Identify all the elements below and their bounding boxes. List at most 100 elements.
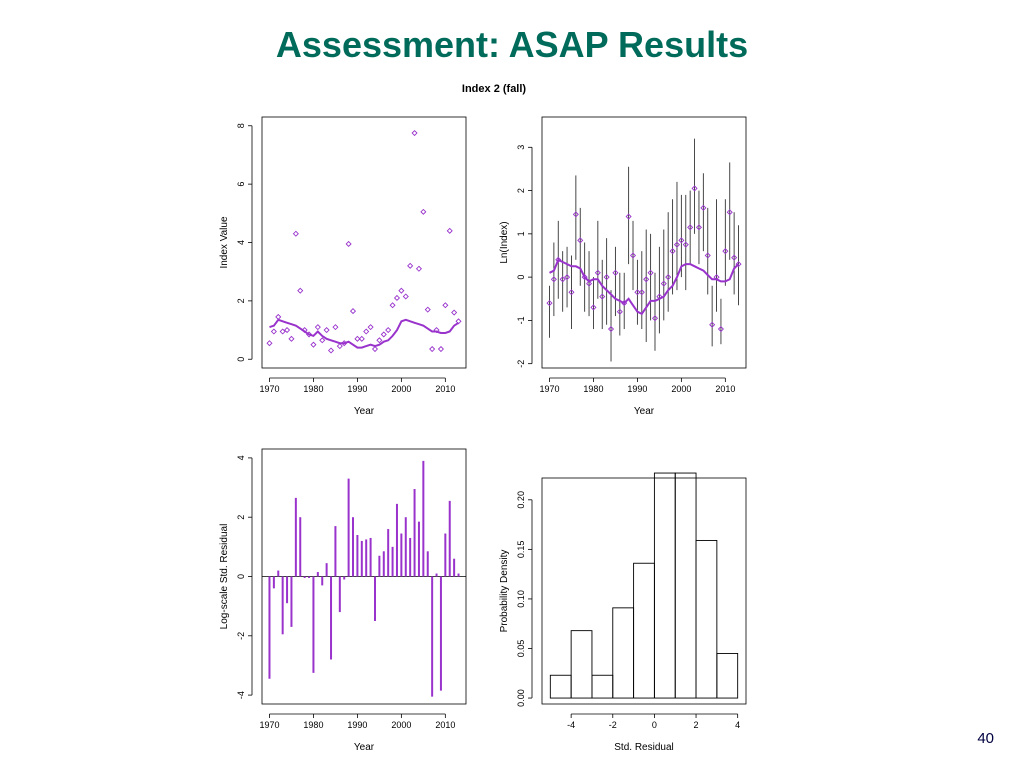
x-tick-label: -4 [567,720,575,730]
observed-point [393,294,401,301]
observed-point [354,335,361,342]
histogram-bar [549,674,572,699]
x-tick-label: 2000 [391,384,411,394]
x-tick-label: 2010 [435,720,455,730]
x-tick-label: 2010 [715,384,735,394]
x-axis-title: Year [354,406,375,417]
observed-point [336,343,343,350]
y-tick-label: -2 [236,632,246,640]
observed-point [616,308,623,315]
histogram-bar [695,539,718,699]
x-tick-label: 1990 [627,384,647,394]
histogram-bar [612,607,635,699]
x-tick-label: 1970 [259,384,279,394]
observed-point [638,289,645,296]
observed-point [550,276,557,283]
observed-point [643,276,650,283]
plot-frame [261,116,467,369]
observed-point [389,302,396,309]
observed-point [288,335,295,342]
observed-point [647,269,654,276]
y-tick-label: -2 [516,360,526,368]
observed-point [327,347,335,354]
observed-point [682,241,689,248]
y-tick-label: 0 [236,357,246,362]
residual-histogram-panel: -4 -2 0 2 4 Std. Residual 0.00 0.05 0.10 0.15 0.20… [499,472,747,753]
observed-point [367,324,374,331]
observed-point [625,213,632,220]
observed-point [577,237,584,244]
y-tick-label: 4 [236,240,246,245]
observed-point [433,327,440,334]
predicted-line [269,318,460,349]
observed-point [665,274,672,281]
y-tick-label: 4 [236,455,246,460]
slide-number: 40 [977,730,994,747]
observed-point [349,308,357,315]
x-tick-label: 1970 [259,720,279,730]
x-tick-label: 1970 [539,384,559,394]
observed-point [270,328,277,335]
observed-point [695,224,702,231]
predicted-line [549,258,740,316]
observed-point [301,327,308,334]
histogram-bar [674,472,697,699]
observed-point [717,326,724,333]
x-tick-label: 1980 [303,720,323,730]
observed-point [371,345,379,353]
x-tick-label: 1990 [347,384,367,394]
y-tick-label: 6 [236,182,246,187]
observed-point [669,248,676,255]
histogram-bar [653,472,676,699]
observed-point [735,261,742,268]
observed-point [612,269,619,276]
observed-point [310,341,317,348]
observed-point [660,280,667,287]
y-tick-label: 8 [236,123,246,128]
observed-point [594,269,601,276]
x-tick-label: 2000 [671,384,691,394]
x-tick-label: 0 [652,720,657,730]
observed-point [451,309,458,316]
observed-point [363,328,370,335]
y-axis-title: Index Value [219,216,230,269]
observed-point [555,256,562,263]
observed-point [332,324,339,331]
observed-point [656,293,663,300]
observed-point [726,209,733,216]
observed-point [590,304,597,311]
x-tick-label: 1980 [583,384,603,394]
observed-point [446,227,453,234]
observed-point [407,262,414,269]
y-tick-label: 0.05 [516,640,526,658]
y-tick-label: -1 [516,316,526,324]
observed-point [306,331,313,338]
plot-frame [541,116,747,369]
observed-point [678,237,685,244]
observed-point [385,327,392,334]
y-tick-label: 2 [516,188,526,193]
observed-point [266,340,273,347]
observed-point [411,130,418,137]
observed-point [687,224,694,231]
slide-title: Assessment: ASAP Results [275,24,749,65]
observed-point [651,315,659,322]
histogram-bar [591,674,614,699]
observed-point [429,345,436,353]
x-tick-label: 1980 [303,384,323,394]
observed-point [607,326,615,333]
x-tick-label: 2000 [391,720,411,730]
observed-point [691,185,698,192]
observed-point [572,211,579,218]
observed-point [621,300,628,307]
y-tick-label: 2 [236,298,246,303]
y-tick-label: 0 [516,275,526,280]
observed-point [402,293,409,300]
std-residual-panel: 1970 1980 1990 2000 2010 Year -4 -2 0 2 4 Log-scale… [219,448,467,753]
index-value-panel: 1970 1980 1990 2000 2010 Year 0 2 4 6 8 Index Value [219,116,467,417]
observed-point [722,248,729,255]
observed-point [564,274,571,281]
observed-point [279,328,286,335]
histogram-bar [570,630,593,699]
